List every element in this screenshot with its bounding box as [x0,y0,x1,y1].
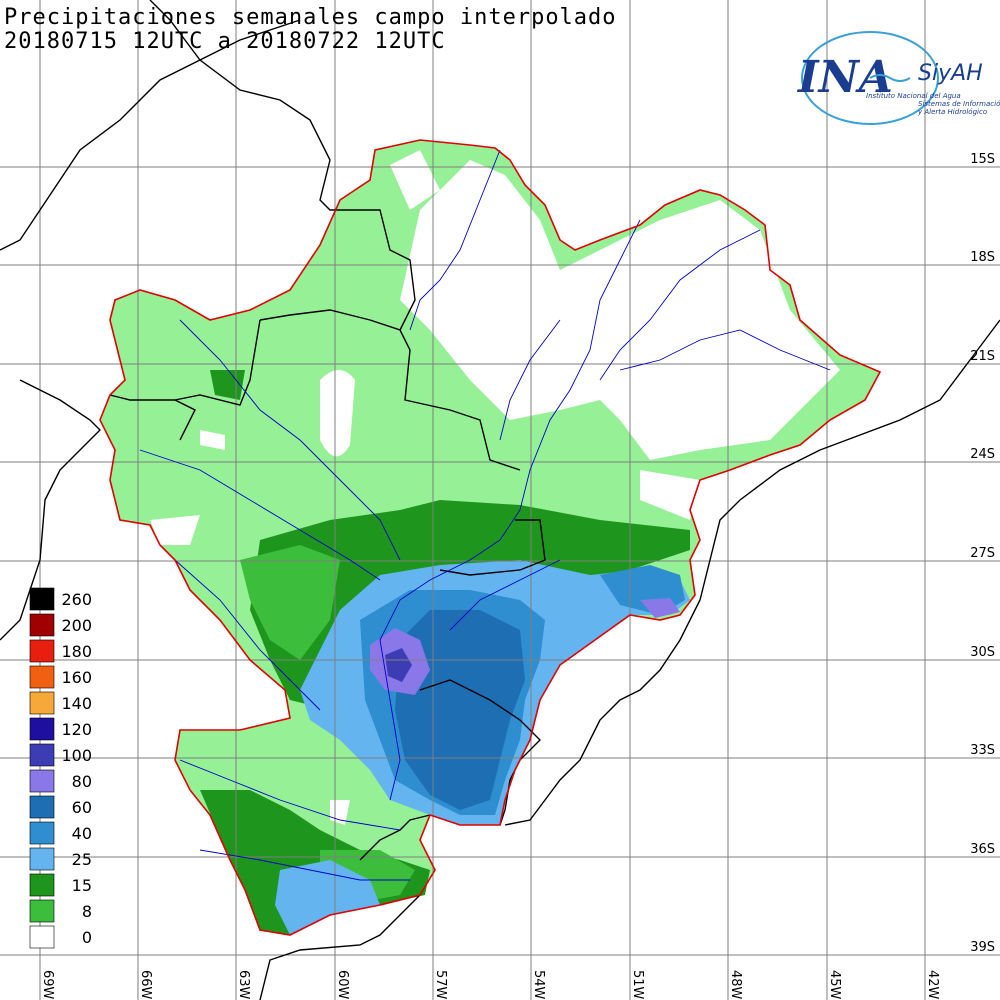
legend-label: 40 [72,824,92,843]
lat-label: 39S [970,940,995,955]
lon-label: 57W [433,970,448,1000]
river-line [179,319,401,561]
legend-swatch [29,639,55,663]
precip-0-zone [390,150,440,210]
logo-line1: Instituto Nacional del Agua [866,92,961,100]
map-period: 20180715 12UTC a 20180722 12UTC [4,29,446,54]
border-line [419,679,541,826]
legend-label: 260 [61,590,92,609]
legend-swatch [29,873,55,897]
border-line [439,519,546,576]
precip-100-zone [385,648,412,682]
logo-ina-text: INA [796,52,893,103]
map-title: Precipitaciones semanales campo interpol… [4,5,617,30]
lat-label: 27S [970,546,995,561]
lon-label: 48W [728,970,743,1000]
legend-label: 0 [82,928,92,947]
lat-label: 36S [970,842,995,857]
lat-label: 18S [970,250,995,265]
longitude-labels: 69W 66W 63W 60W 57W 54W 51W 48W 45W 42W [40,970,940,1000]
lon-label: 45W [827,970,842,1000]
legend-label: 25 [72,850,92,869]
border-line [259,894,421,1000]
logo-wave-icon [869,74,911,82]
legend-swatch [29,613,55,637]
river-line [449,559,561,631]
lat-label: 30S [970,645,995,660]
river-line [174,559,321,711]
legend-swatch [29,847,55,871]
legend-swatch [29,899,55,923]
legend-label: 8 [82,902,92,921]
lat-label: 15S [970,152,995,167]
legend-swatch [29,587,55,611]
precip-0-zone [200,430,225,450]
logo-line2: Sistemas de Información [918,100,1000,108]
legend-swatch [29,665,55,689]
legend-swatch [29,821,55,845]
legend-label: 60 [72,798,92,817]
precipitation-field [100,140,880,935]
river-line [379,219,641,801]
lon-label: 51W [630,970,645,1000]
precip-0-zone [320,370,355,457]
river-line [599,229,761,381]
legend-swatch [29,691,55,715]
border-line [259,309,521,471]
lon-label: 60W [335,970,350,1000]
river-line [409,149,501,331]
legend-swatch [29,795,55,819]
lat-label: 21S [970,349,995,364]
legend-label: 80 [72,772,92,791]
precip-0-zone [150,515,200,545]
border-line [174,319,261,406]
lon-label: 66W [138,970,153,1000]
border-line [149,0,416,331]
border-line [109,394,196,441]
lon-label: 42W [925,970,940,1000]
river-line [619,329,831,371]
legend-label: 200 [61,616,92,635]
river-line [139,449,381,581]
precip-0-zone [640,470,700,520]
precip-0-zone [400,160,840,460]
river-line [499,319,561,441]
lat-label: 24S [970,447,995,462]
border-line [0,379,101,641]
legend-swatch [29,743,55,767]
legend-swatch [29,769,55,793]
legend-label: 15 [72,876,92,895]
legend-swatch [29,925,55,949]
lon-label: 54W [531,970,546,1000]
border-line [0,19,301,251]
precip-8b-zone [240,545,340,660]
legend-label: 140 [61,694,92,713]
river-network [139,149,831,881]
lat-label: 33S [970,743,995,758]
border-line [504,319,1000,826]
legend-swatch [29,717,55,741]
river-line [179,759,401,831]
precip-80-zone [640,598,680,618]
logo-swoosh-icon [801,31,939,125]
legend-label: 120 [61,720,92,739]
legend-label: 100 [61,746,92,765]
river-line [199,849,410,881]
logo-siyah-text: SiyAH [918,61,983,86]
latitude-labels: 15S 18S 21S 24S 27S 30S 33S 36S 39S [970,152,995,955]
ina-siyah-logo: INA SiyAH Instituto Nacional del Agua Si… [796,31,1000,125]
lon-label: 69W [40,970,55,1000]
lon-label: 63W [236,970,251,1000]
legend-label: 180 [61,642,92,661]
legend-label: 160 [61,668,92,687]
basin-boundary [99,139,882,936]
logo-line3: y Alerta Hidrológico [917,108,987,116]
basin-outline [99,139,882,936]
